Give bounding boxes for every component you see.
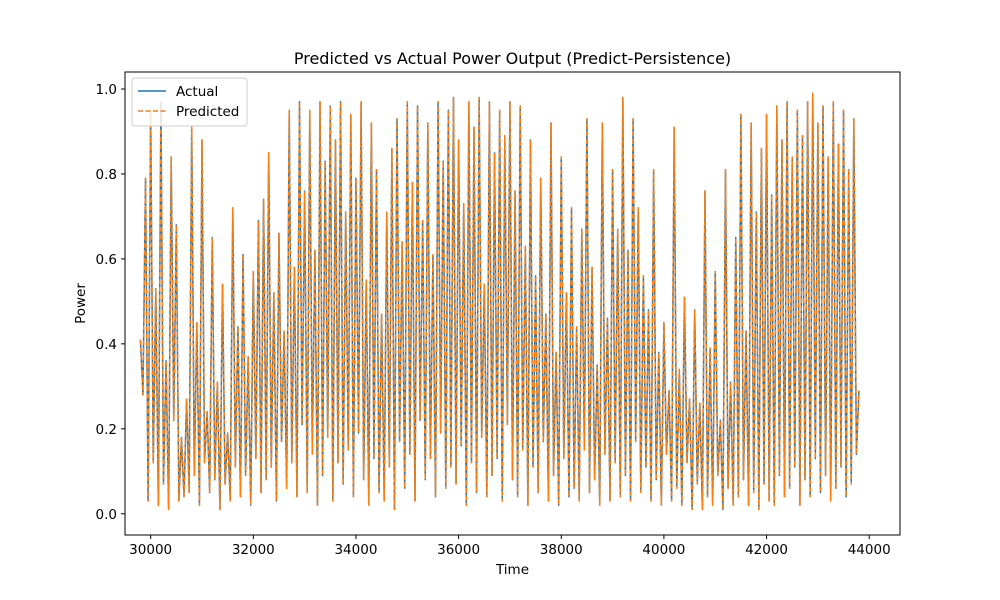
y-tick-label: 0.0	[96, 507, 117, 523]
x-axis-label: Time	[495, 562, 529, 578]
series-predicted-line	[139, 92, 860, 511]
x-tick-label: 34000	[334, 542, 377, 558]
y-tick-label: 0.2	[96, 422, 117, 438]
x-tick-label: 30000	[129, 542, 172, 558]
x-tick-label: 40000	[642, 542, 685, 558]
legend-box	[131, 77, 248, 127]
x-tick-label: 36000	[437, 542, 480, 558]
y-axis-label: Power	[73, 283, 89, 324]
y-axis-ticks: 0.0 0.2 0.4 0.6 0.8 1.0	[96, 82, 125, 523]
y-tick-label: 1.0	[96, 82, 117, 98]
legend-actual-label: Actual	[176, 84, 218, 100]
x-tick-label: 32000	[232, 542, 275, 558]
chart-title: Predicted vs Actual Power Output (Predic…	[294, 49, 731, 68]
x-tick-label: 44000	[848, 542, 891, 558]
x-tick-label: 38000	[540, 542, 583, 558]
y-tick-label: 0.8	[96, 167, 117, 183]
series-layer	[139, 92, 860, 511]
x-tick-label: 42000	[745, 542, 788, 558]
legend-predicted-label: Predicted	[176, 104, 239, 120]
axes-frame	[124, 71, 901, 536]
legend: Actual Predicted	[131, 77, 248, 127]
y-tick-label: 0.6	[96, 252, 117, 268]
x-axis-ticks: 30000 32000 34000 36000 38000 40000 42000 44000	[129, 535, 891, 558]
y-tick-label: 0.4	[96, 337, 117, 353]
plot-area	[124, 71, 901, 536]
